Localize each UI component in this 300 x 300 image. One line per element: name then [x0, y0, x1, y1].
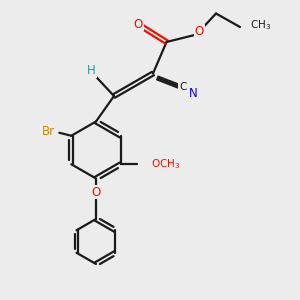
Text: Br: Br [42, 125, 56, 138]
Text: OCH$_3$: OCH$_3$ [151, 157, 180, 171]
Text: O: O [195, 25, 204, 38]
Text: CH$_3$: CH$_3$ [250, 19, 272, 32]
Text: O: O [134, 17, 142, 31]
Text: O: O [92, 185, 100, 199]
Text: C: C [179, 82, 187, 92]
Text: H: H [87, 64, 96, 77]
Text: N: N [189, 86, 198, 100]
